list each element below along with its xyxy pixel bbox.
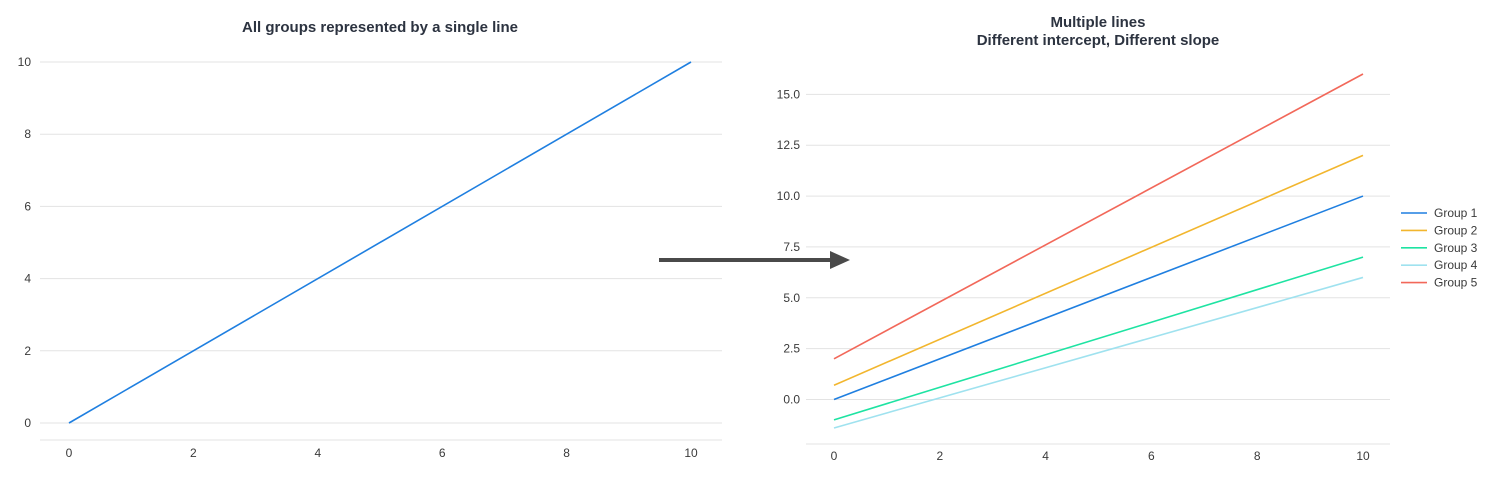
series-line-group-4 [833,276,1364,429]
chart1-title: All groups represented by a single line [242,19,518,36]
y-tick-label: 0 [24,416,31,430]
x-tick-label: 10 [1356,449,1370,463]
legend: Group 1 Group 2 Group 3 Group 4 Group 5 [1401,206,1478,290]
legend-label: Group 3 [1434,241,1478,255]
x-tick-label: 6 [1148,449,1155,463]
chart2-subtitle: Different intercept, Different slope [977,32,1220,49]
y-tick-label: 7.5 [783,240,800,254]
x-tick-label: 2 [936,449,943,463]
x-tick-label: 4 [1042,449,1049,463]
legend-label: Group 1 [1434,206,1478,220]
x-tick-label: 10 [684,446,698,460]
series-line-group-5 [833,73,1364,360]
x-tick-label: 2 [190,446,197,460]
legend-label: Group 5 [1434,276,1478,290]
x-tick-label: 8 [563,446,570,460]
y-tick-label: 2 [24,344,31,358]
y-tick-label: 2.5 [783,342,800,356]
y-tick-label: 4 [24,272,31,286]
y-tick-label: 0.0 [783,393,800,407]
chart2-title: Multiple lines [1050,14,1145,31]
series-line-group-3 [833,256,1364,421]
y-tick-label: 5.0 [783,291,800,305]
x-tick-label: 8 [1254,449,1261,463]
x-tick-label: 4 [314,446,321,460]
series-line-group-1 [833,195,1364,401]
y-tick-label: 15.0 [777,87,801,101]
legend-label: Group 4 [1434,258,1478,272]
y-tick-label: 12.5 [777,138,801,152]
transition-arrow [659,251,850,269]
y-tick-label: 8 [24,127,31,141]
x-tick-label: 0 [66,446,73,460]
x-tick-label: 6 [439,446,446,460]
series-line-1 [68,61,692,424]
y-tick-label: 6 [24,199,31,213]
series-line-group-2 [833,154,1364,386]
y-tick-label: 10 [18,55,32,69]
y-tick-label: 10.0 [777,189,801,203]
legend-label: Group 2 [1434,223,1478,237]
chart-single-line: All groups represented by a single line … [18,19,722,460]
x-tick-label: 0 [831,449,838,463]
arrow-head [830,251,850,269]
chart-multiple-lines: Multiple lines Different intercept, Diff… [777,14,1478,463]
